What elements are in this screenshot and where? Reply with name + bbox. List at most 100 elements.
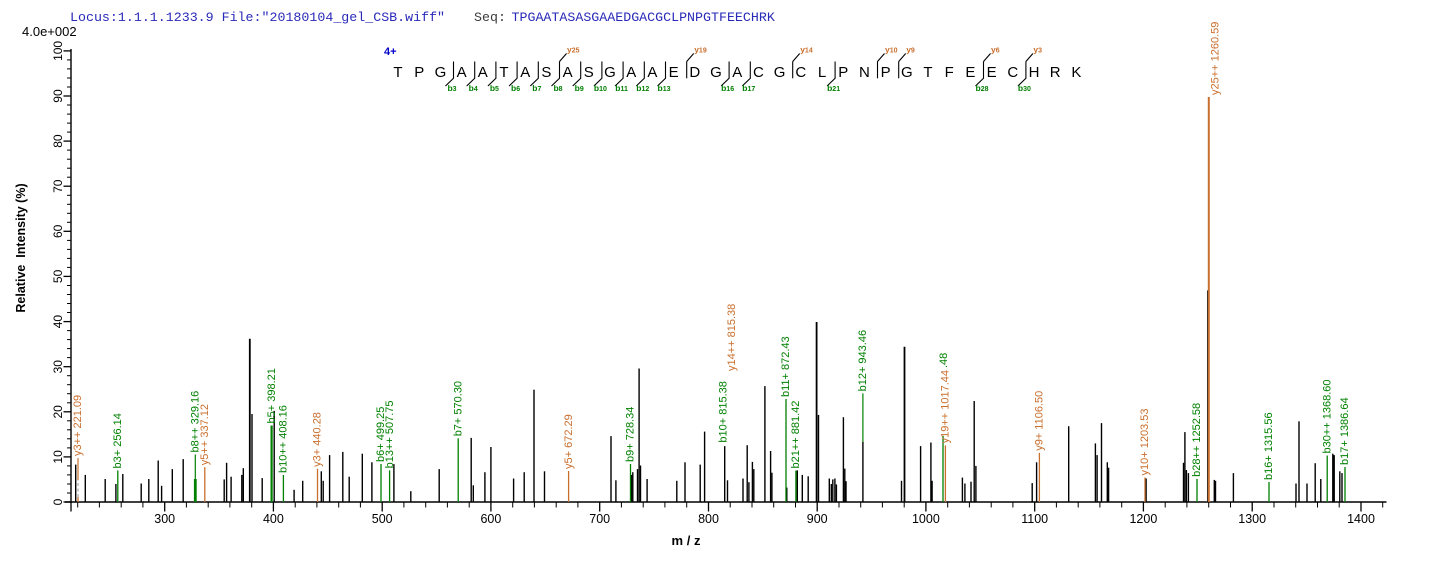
- svg-text:b11: b11: [615, 83, 628, 93]
- svg-text:G: G: [604, 64, 616, 81]
- svg-text:S: S: [584, 64, 594, 81]
- svg-text:F: F: [945, 64, 954, 81]
- svg-text:b10+ 815.38: b10+ 815.38: [717, 381, 729, 442]
- svg-text:900: 900: [807, 512, 828, 526]
- svg-text:b17+ 1386.64: b17+ 1386.64: [1339, 397, 1351, 465]
- svg-text:90: 90: [51, 89, 65, 103]
- svg-text:y9+ 1106.50: y9+ 1106.50: [1034, 391, 1046, 451]
- svg-text:b16+ 1315.56: b16+ 1315.56: [1263, 412, 1275, 480]
- svg-text:1000: 1000: [912, 512, 940, 526]
- svg-text:b5: b5: [490, 83, 499, 93]
- svg-text:b21++ 881.42: b21++ 881.42: [790, 401, 802, 469]
- svg-text:30: 30: [51, 360, 65, 374]
- svg-text:b17: b17: [742, 83, 755, 93]
- svg-text:T: T: [923, 64, 932, 81]
- svg-text:b30++ 1368.60: b30++ 1368.60: [1321, 379, 1333, 453]
- svg-text:60: 60: [51, 224, 65, 238]
- svg-text:1400: 1400: [1347, 512, 1375, 526]
- svg-text:y25: y25: [567, 45, 580, 55]
- svg-text:m / z: m / z: [672, 533, 701, 548]
- svg-text:y3: y3: [1033, 45, 1042, 55]
- svg-text:A: A: [478, 64, 488, 81]
- svg-text:1200: 1200: [1129, 512, 1157, 526]
- svg-text:C: C: [1007, 64, 1018, 81]
- svg-text:A: A: [563, 64, 573, 81]
- svg-text:Seq:: Seq:: [474, 10, 506, 25]
- svg-text:1100: 1100: [1021, 512, 1048, 526]
- svg-text:b13++ 507.75: b13++ 507.75: [384, 400, 396, 468]
- svg-text:300: 300: [154, 512, 175, 526]
- svg-text:.48: .48: [938, 353, 950, 368]
- svg-text:b11+ 872.43: b11+ 872.43: [780, 336, 792, 397]
- svg-text:4+: 4+: [384, 46, 397, 58]
- svg-text:b12+ 943.46: b12+ 943.46: [857, 330, 869, 391]
- svg-text:y25++ 1260.59: y25++ 1260.59: [1209, 22, 1221, 95]
- svg-text:40: 40: [51, 315, 65, 329]
- svg-text:y19++ 1017.44: y19++ 1017.44: [940, 370, 952, 443]
- svg-text:b4: b4: [469, 83, 478, 93]
- svg-text:50: 50: [51, 269, 65, 283]
- svg-text:b3+ 256.14: b3+ 256.14: [112, 413, 124, 468]
- svg-text:Relative Intensity (%): Relative Intensity (%): [14, 183, 28, 312]
- svg-text:A: A: [520, 64, 530, 81]
- svg-text:b30: b30: [1018, 83, 1031, 93]
- svg-text:y14: y14: [800, 45, 813, 55]
- svg-text:b7: b7: [532, 83, 541, 93]
- svg-text:H: H: [1029, 64, 1040, 81]
- svg-text:Locus:1.1.1.1233.9 File:"20180: Locus:1.1.1.1233.9 File:"20180104_gel_CS…: [70, 10, 445, 25]
- svg-text:y3++ 221.09: y3++ 221.09: [72, 395, 84, 456]
- svg-text:A: A: [732, 64, 742, 81]
- svg-text:P: P: [838, 64, 848, 81]
- svg-text:T: T: [393, 64, 402, 81]
- svg-text:b9: b9: [575, 83, 584, 93]
- svg-text:100: 100: [51, 41, 65, 61]
- svg-text:E: E: [965, 64, 975, 81]
- svg-text:C: C: [753, 64, 764, 81]
- svg-text:P: P: [881, 64, 891, 81]
- svg-text:y10+ 1203.53: y10+ 1203.53: [1139, 409, 1151, 476]
- svg-text:y3+ 440.28: y3+ 440.28: [312, 412, 324, 467]
- svg-text:S: S: [541, 64, 551, 81]
- svg-text:G: G: [435, 64, 447, 81]
- svg-text:700: 700: [589, 512, 610, 526]
- svg-text:A: A: [647, 64, 657, 81]
- svg-text:C: C: [795, 64, 806, 81]
- svg-text:G: G: [710, 64, 722, 81]
- svg-text:G: G: [774, 64, 786, 81]
- svg-text:b12: b12: [636, 83, 649, 93]
- svg-text:b16: b16: [721, 83, 734, 93]
- svg-text:E: E: [669, 64, 679, 81]
- svg-text:L: L: [818, 64, 826, 81]
- svg-text:0: 0: [51, 498, 65, 505]
- svg-text:y14++ 815.38: y14++ 815.38: [726, 304, 738, 371]
- svg-text:P: P: [414, 64, 424, 81]
- svg-text:T: T: [499, 64, 508, 81]
- svg-text:A: A: [626, 64, 636, 81]
- svg-text:800: 800: [698, 512, 719, 526]
- svg-text:y6: y6: [991, 45, 1000, 55]
- svg-text:b13: b13: [658, 83, 671, 93]
- svg-text:TPGAATASASGAAEDGACGCLPNPGTFEEC: TPGAATASASGAAEDGACGCLPNPGTFEECHRK: [512, 10, 775, 25]
- svg-text:b21: b21: [827, 83, 840, 93]
- svg-text:y19: y19: [694, 45, 707, 55]
- svg-text:80: 80: [51, 134, 65, 148]
- svg-text:1300: 1300: [1238, 512, 1266, 526]
- svg-text:G: G: [901, 64, 913, 81]
- svg-text:A: A: [457, 64, 467, 81]
- svg-text:K: K: [1071, 64, 1081, 81]
- svg-text:b10++ 408.16: b10++ 408.16: [278, 405, 290, 473]
- svg-text:b5+ 398.21: b5+ 398.21: [266, 368, 278, 423]
- svg-text:500: 500: [372, 512, 393, 526]
- svg-text:b9+ 728.34: b9+ 728.34: [625, 407, 637, 462]
- svg-text:b7+ 570.30: b7+ 570.30: [452, 381, 464, 436]
- svg-text:10: 10: [51, 450, 65, 464]
- svg-text:20: 20: [51, 405, 65, 419]
- svg-text:R: R: [1050, 64, 1061, 81]
- svg-text:D: D: [689, 64, 700, 81]
- svg-text:b8: b8: [553, 83, 562, 93]
- svg-text:b6+ 499.25: b6+ 499.25: [375, 407, 387, 462]
- svg-text:y5++ 337.12: y5++ 337.12: [199, 404, 211, 465]
- svg-text:600: 600: [480, 512, 501, 526]
- svg-text:70: 70: [51, 179, 65, 193]
- svg-text:b10: b10: [594, 83, 607, 93]
